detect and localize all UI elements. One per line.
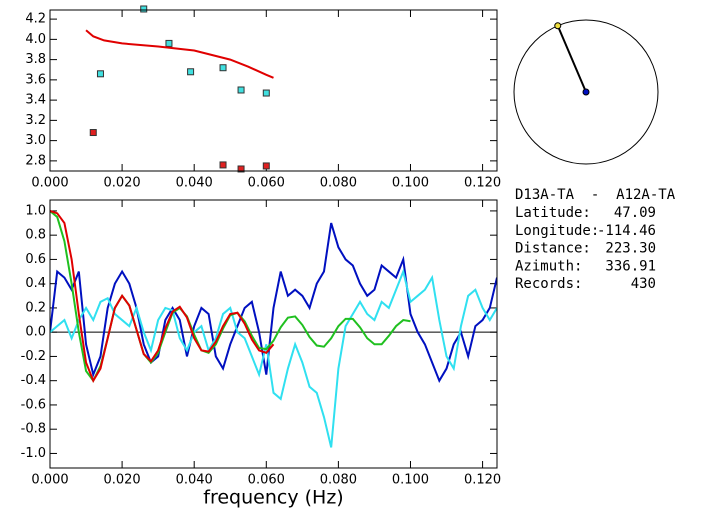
- info-label: Azimuth:: [515, 258, 582, 274]
- y-tick-label: -0.4: [21, 373, 46, 388]
- azimuth-line: [556, 25, 587, 93]
- y-tick-label: 3.6: [25, 72, 46, 87]
- y-tick-label: 0.8: [25, 228, 46, 243]
- point: [187, 68, 195, 76]
- x-tick-label: 0.100: [392, 176, 429, 191]
- series-line: [85, 29, 274, 79]
- x-tick-label: 0.000: [31, 473, 68, 488]
- x-tick-label: 0.020: [103, 473, 140, 488]
- x-tick-label: 0.040: [176, 176, 213, 191]
- info-value: -114.46: [597, 223, 656, 239]
- plot-frame: [49, 9, 498, 172]
- series-line: [50, 209, 275, 383]
- y-tick-label: -0.6: [21, 397, 46, 412]
- x-tick-label: 0.060: [248, 176, 285, 191]
- point: [140, 5, 148, 13]
- info-label: Distance:: [515, 241, 591, 257]
- y-tick-label: 0.2: [25, 300, 46, 315]
- point: [219, 161, 227, 169]
- station-pair: D13A-TA - A12A-TA: [515, 187, 676, 203]
- azimuth-dot: [554, 22, 562, 30]
- y-tick-label: 2.8: [25, 153, 46, 168]
- info-panel: D13A-TA - A12A-TA Latitude: 47.09 Longitud…: [515, 187, 676, 292]
- info-value: 336.91: [605, 258, 656, 274]
- info-value: 430: [631, 276, 656, 292]
- y-tick-label: 3.4: [25, 93, 46, 108]
- y-tick-label: 3.8: [25, 52, 46, 67]
- y-tick-label: -0.8: [21, 422, 46, 437]
- info-label: Latitude:: [515, 205, 591, 221]
- series-line: [50, 268, 497, 448]
- series-line: [50, 222, 497, 383]
- info-label: Longitude:: [515, 223, 599, 239]
- x-tick-label: 0.040: [176, 473, 213, 488]
- info-value: 47.09: [614, 205, 656, 221]
- point: [96, 70, 104, 78]
- y-tick-label: 3.0: [25, 133, 46, 148]
- info-label: Records:: [515, 276, 582, 292]
- y-tick-label: 4.0: [25, 32, 46, 47]
- x-axis-label: frequency (Hz): [203, 487, 343, 509]
- y-tick-label: -0.2: [21, 349, 46, 364]
- info-value: 223.30: [605, 241, 656, 257]
- station-dot: [582, 88, 590, 96]
- y-tick-label: 4.2: [25, 12, 46, 27]
- point: [262, 89, 270, 97]
- x-tick-label: 0.020: [103, 176, 140, 191]
- y-tick-label: -1.0: [21, 446, 46, 461]
- x-tick-label: 0.120: [464, 473, 501, 488]
- point: [219, 64, 227, 72]
- point: [165, 39, 173, 47]
- point: [237, 165, 245, 173]
- point: [89, 129, 97, 137]
- y-tick-label: 0.0: [25, 325, 46, 340]
- x-tick-label: 0.100: [392, 473, 429, 488]
- y-tick-label: 0.4: [25, 276, 46, 291]
- azimuth-circle: [513, 19, 659, 165]
- x-tick-label: 0.080: [320, 473, 357, 488]
- x-tick-label: 0.080: [320, 176, 357, 191]
- x-tick-label: 0.060: [248, 473, 285, 488]
- x-tick-label: 0.120: [464, 176, 501, 191]
- point: [237, 86, 245, 94]
- y-tick-label: 0.6: [25, 252, 46, 267]
- y-tick-label: 3.2: [25, 113, 46, 128]
- point: [262, 162, 270, 170]
- x-tick-label: 0.000: [31, 176, 68, 191]
- y-tick-label: 1.0: [25, 203, 46, 218]
- plot-frame: [49, 199, 498, 469]
